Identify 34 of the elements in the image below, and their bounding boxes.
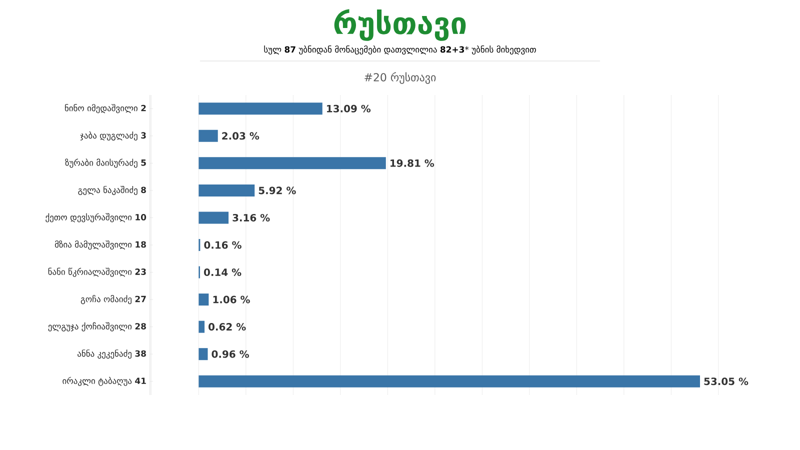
y-tick-label: მზია მამულაშვილი 18: [54, 240, 146, 250]
bar: [198, 348, 208, 360]
text: #20 რუსთავი: [364, 72, 436, 84]
bar: [198, 212, 229, 224]
bar: [198, 375, 700, 388]
y-tick-label: ანნა კეკენაძე 38: [78, 350, 146, 359]
y-tick-label: ზურაბი მაისურაძე 5: [65, 158, 146, 168]
bar: [198, 184, 255, 196]
chart-subtitle: სულ 87 უბნიდან მონაცემები დათვლილია 82+3* უბნის მიხედვით: [264, 45, 536, 55]
data-label: 3.16 %: [232, 214, 270, 222]
bar: [198, 294, 209, 306]
y-tick-label: ნინო იმედაშვილი 2: [65, 104, 146, 114]
data-label: 0.16 %: [204, 241, 242, 249]
data-label: 0.62 %: [208, 323, 246, 331]
y-tick-label: ელგუჯა ქოჩიაშვილი 28: [48, 322, 146, 332]
y-tick-label: ნანი წკრიალაშვილი 23: [48, 268, 146, 277]
data-label: 19.81 %: [390, 159, 434, 167]
data-label: 0.96 %: [212, 350, 249, 358]
bar: [198, 320, 205, 333]
y-tick-label: ქეთო დევსურაშვილი 10: [46, 213, 146, 222]
chart-title: რუსთავი: [334, 9, 466, 41]
data-label: 2.03 %: [222, 132, 260, 140]
bar: [198, 102, 322, 115]
data-label: 1.06 %: [213, 296, 250, 304]
y-tick-label: გოჩა ომაიძე 27: [80, 295, 146, 304]
y-tick-label: ჯაბა დუგლაძე 3: [80, 131, 146, 140]
y-tick-label: გელა ნაკაშიძე 8: [78, 186, 146, 196]
data-label: 0.14 %: [204, 268, 242, 276]
y-tick-label: ირაკლი ტაბაღუა 41: [62, 376, 146, 386]
bar: [198, 157, 386, 170]
data-label: 5.92 %: [258, 186, 296, 194]
data-label: 53.05 %: [704, 378, 748, 386]
bar: [198, 130, 218, 142]
data-label: 13.09 %: [327, 104, 371, 112]
